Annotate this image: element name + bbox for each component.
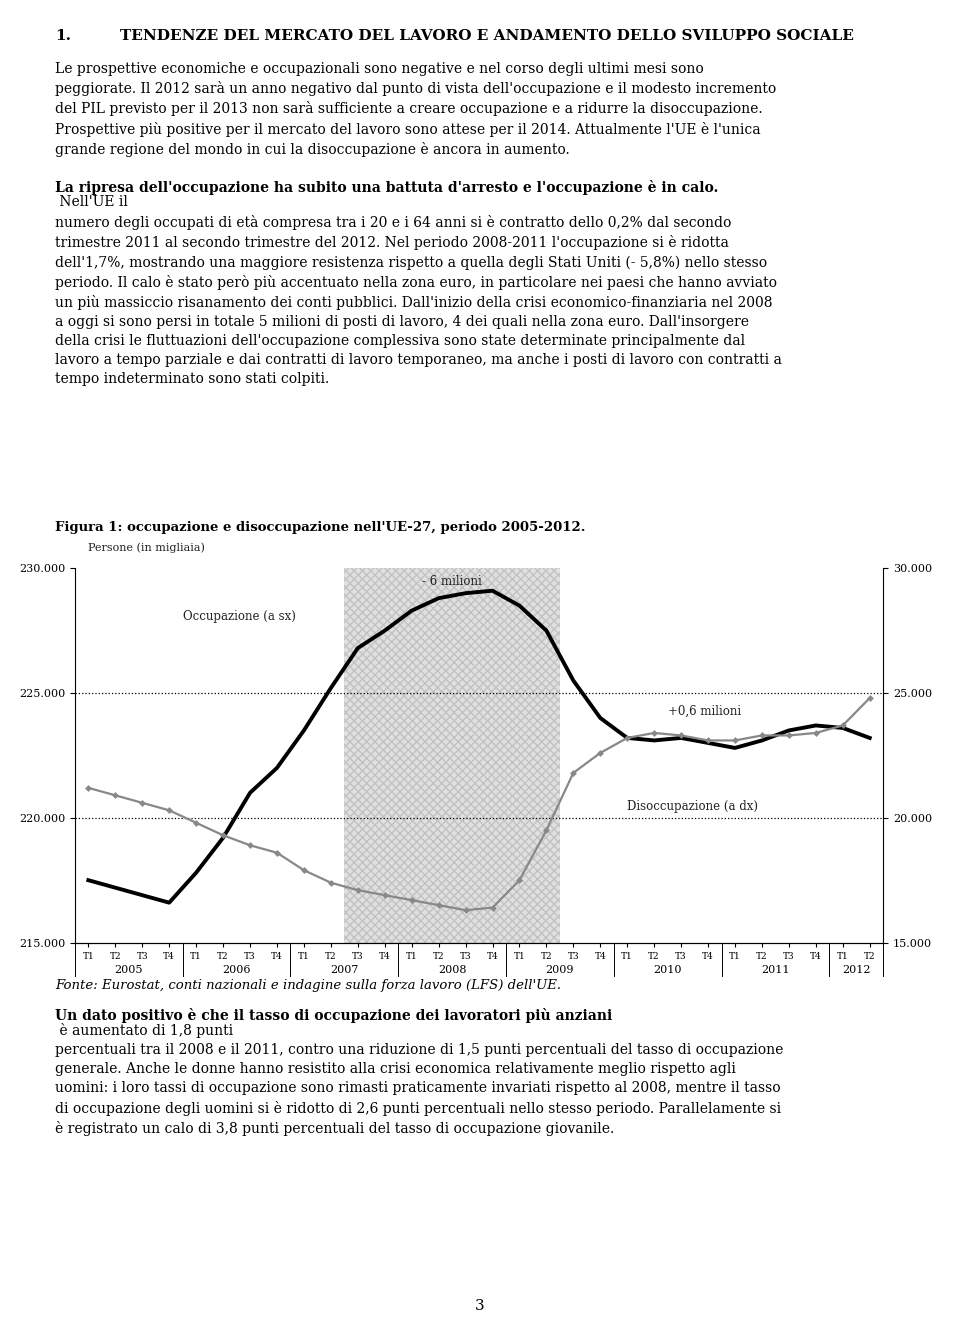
Text: 2009: 2009: [545, 965, 574, 975]
Text: 3: 3: [475, 1300, 485, 1313]
Text: 2008: 2008: [438, 965, 467, 975]
Text: - 6 milioni: - 6 milioni: [422, 575, 482, 588]
Text: 2011: 2011: [761, 965, 790, 975]
Text: +0,6 milioni: +0,6 milioni: [667, 705, 741, 718]
Text: Occupazione (a sx): Occupazione (a sx): [182, 610, 296, 623]
Bar: [345, 568, 560, 943]
Text: 2005: 2005: [114, 965, 143, 975]
Text: 2012: 2012: [842, 965, 871, 975]
Text: Disoccupazione (a dx): Disoccupazione (a dx): [627, 800, 758, 813]
Text: Figura 1: occupazione e disoccupazione nell'UE-27, periodo 2005-2012.: Figura 1: occupazione e disoccupazione n…: [55, 521, 586, 535]
Text: La ripresa dell'occupazione ha subito una battuta d'arresto e l'occupazione è in: La ripresa dell'occupazione ha subito un…: [55, 179, 718, 195]
Text: Persone (in migliaia): Persone (in migliaia): [88, 543, 205, 554]
Text: 2007: 2007: [330, 965, 358, 975]
Text: Nell'UE il
numero degli occupati di età compresa tra i 20 e i 64 anni si è contr: Nell'UE il numero degli occupati di età …: [55, 195, 781, 386]
Text: Un dato positivo è che il tasso di occupazione dei lavoratori più anziani: Un dato positivo è che il tasso di occup…: [55, 1008, 612, 1023]
Text: Fonte: Eurostat, conti nazionali e indagine sulla forza lavoro (LFS) dell'UE.: Fonte: Eurostat, conti nazionali e indag…: [55, 979, 561, 992]
Text: è aumentato di 1,8 punti
percentuali tra il 2008 e il 2011, contro una riduzione: è aumentato di 1,8 punti percentuali tra…: [55, 1024, 783, 1136]
Text: 1.: 1.: [55, 28, 71, 43]
Text: 2006: 2006: [223, 965, 251, 975]
Text: 2010: 2010: [654, 965, 682, 975]
Text: Le prospettive economiche e occupazionali sono negative e nel corso degli ultimi: Le prospettive economiche e occupazional…: [55, 62, 776, 158]
Text: TENDENZE DEL MERCATO DEL LAVORO E ANDAMENTO DELLO SVILUPPO SOCIALE: TENDENZE DEL MERCATO DEL LAVORO E ANDAME…: [120, 28, 853, 43]
